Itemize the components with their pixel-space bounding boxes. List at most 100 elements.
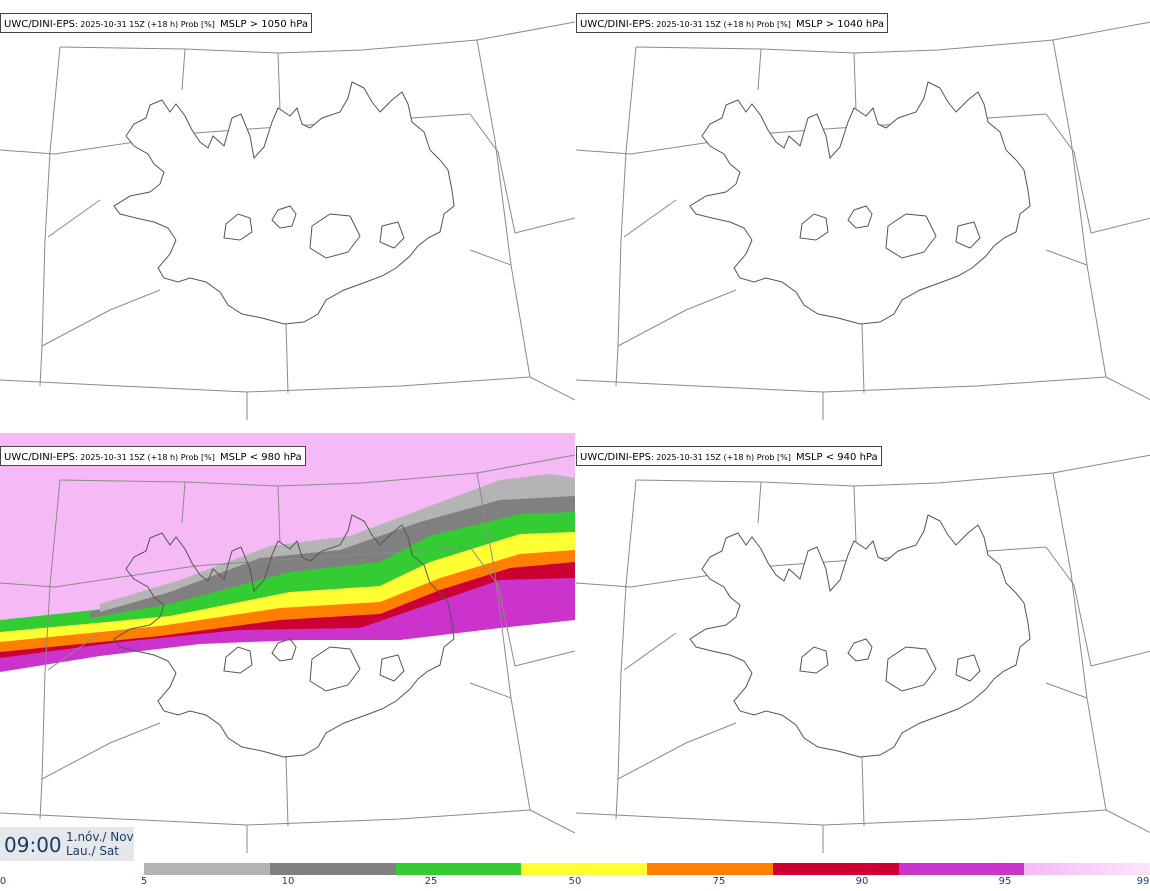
glacier-outline <box>223 646 253 674</box>
glacier-outline <box>309 213 361 259</box>
region-boundary-line <box>285 322 289 394</box>
region-boundary-line <box>0 376 531 393</box>
region-boundary-line <box>59 39 478 54</box>
region-boundary-line <box>1045 682 1088 699</box>
glacier-outline <box>379 654 405 682</box>
colorbar-ticks: 0 5 10 25 50 75 90 95 99 <box>0 876 1150 891</box>
region-boundary-line <box>757 48 762 91</box>
glacier-outline <box>309 646 361 692</box>
region-boundary-line <box>615 46 637 387</box>
glacier-outline <box>847 638 873 662</box>
region-boundary-line <box>41 722 161 780</box>
region-boundary-line <box>1090 650 1150 667</box>
region-boundary-line <box>469 546 516 667</box>
colorbar-tick-label: 0 <box>0 876 7 887</box>
region-boundary-line <box>617 289 737 347</box>
region-boundary-line <box>181 481 186 524</box>
region-boundary-line <box>623 199 677 238</box>
region-boundary-line <box>576 809 1107 826</box>
region-boundary-line <box>47 632 101 671</box>
region-boundary-line <box>615 479 637 820</box>
colorbar-segment <box>898 863 1025 875</box>
region-boundary-line <box>277 52 281 111</box>
region-boundary-line <box>476 39 575 401</box>
colorbar-tick-label: 10 <box>281 876 295 887</box>
panel-title: UWC/DINI-EPS: 2025-10-31 15Z (+18 h) Pro… <box>576 13 888 33</box>
region-boundary-line <box>1052 21 1150 41</box>
colorbar-tick-label: 75 <box>712 876 726 887</box>
date-line-1: 1.nóv./ Nov <box>66 830 134 844</box>
prob-band-50 <box>0 530 575 642</box>
region-boundary-line <box>757 481 762 524</box>
region-boundary-line <box>469 249 512 266</box>
region-boundary-line <box>1045 249 1088 266</box>
prob-band-90 <box>0 560 575 658</box>
glacier-outline <box>223 213 253 241</box>
region-boundary-line <box>39 479 61 820</box>
iceland-coastline <box>689 81 1031 325</box>
iceland-coastline <box>113 514 455 758</box>
glacier-outline <box>799 646 829 674</box>
map-canvas <box>576 454 1150 853</box>
region-boundary-line <box>861 755 865 827</box>
probability-colorbar <box>144 863 1150 875</box>
glacier-outline <box>885 646 937 692</box>
map-canvas <box>0 433 575 853</box>
map-panel-mslp-lt-940: UWC/DINI-EPS: 2025-10-31 15Z (+18 h) Pro… <box>576 433 1150 866</box>
colorbar-tick-label: 25 <box>424 876 438 887</box>
region-boundary-line <box>1045 546 1092 667</box>
glacier-outline <box>271 205 297 229</box>
colorbar-segment <box>647 863 773 875</box>
glacier-outline <box>955 654 981 682</box>
region-boundary-line <box>635 472 1054 487</box>
panel-title: UWC/DINI-EPS: 2025-10-31 15Z (+18 h) Pro… <box>576 446 882 466</box>
iceland-coastline <box>113 81 455 325</box>
region-boundary-line <box>0 809 531 826</box>
region-boundary-line <box>41 289 161 347</box>
region-boundary-line <box>861 322 865 394</box>
region-boundary-line <box>1045 113 1092 234</box>
valid-date: 1.nóv./ Nov Lau./ Sat <box>66 830 134 858</box>
map-panel-mslp-lt-980: UWC/DINI-EPS: 2025-10-31 15Z (+18 h) Pro… <box>0 433 575 866</box>
colorbar-segment <box>269 863 396 875</box>
panel-title: UWC/DINI-EPS: 2025-10-31 15Z (+18 h) Pro… <box>0 446 306 466</box>
iceland-coastline <box>689 514 1031 758</box>
region-boundary-line <box>476 454 575 474</box>
glacier-outline <box>955 221 981 249</box>
region-boundary-line <box>853 485 857 544</box>
colorbar-segment <box>144 863 270 875</box>
region-boundary-line <box>617 722 737 780</box>
map-panel-mslp-gt-1050: UWC/DINI-EPS: 2025-10-31 15Z (+18 h) Pro… <box>0 0 575 433</box>
region-boundary-line <box>1052 39 1150 401</box>
valid-time-box: 09:00 1.nóv./ Nov Lau./ Sat <box>0 827 134 861</box>
region-boundary-line <box>47 199 101 238</box>
map-canvas <box>576 21 1150 420</box>
date-line-2: Lau./ Sat <box>66 844 119 858</box>
region-boundary-line <box>514 650 575 667</box>
region-boundary-line <box>853 52 857 111</box>
region-boundary-line <box>39 46 61 387</box>
map-canvas <box>0 21 575 420</box>
region-boundary-line <box>635 39 1054 54</box>
colorbar-tick-label: 90 <box>855 876 869 887</box>
region-boundary-line <box>285 755 289 827</box>
glacier-outline <box>799 213 829 241</box>
glacier-outline <box>847 205 873 229</box>
region-boundary-line <box>476 21 575 41</box>
glacier-outline <box>271 638 297 662</box>
colorbar-tick-label: 5 <box>140 876 148 887</box>
colorbar-tick-label: 50 <box>568 876 582 887</box>
prob-band-5 <box>100 474 575 612</box>
valid-time: 09:00 <box>4 833 62 857</box>
region-boundary-line <box>514 217 575 234</box>
region-boundary-line <box>1090 217 1150 234</box>
colorbar-segment <box>521 863 647 875</box>
region-boundary-line <box>1052 472 1150 834</box>
colorbar-segment <box>395 863 522 875</box>
glacier-outline <box>885 213 937 259</box>
colorbar-segment <box>772 863 899 875</box>
map-panel-mslp-gt-1040: UWC/DINI-EPS: 2025-10-31 15Z (+18 h) Pro… <box>576 0 1150 433</box>
region-boundary-line <box>576 376 1107 393</box>
panel-title: UWC/DINI-EPS: 2025-10-31 15Z (+18 h) Pro… <box>0 13 312 33</box>
glacier-outline <box>379 221 405 249</box>
